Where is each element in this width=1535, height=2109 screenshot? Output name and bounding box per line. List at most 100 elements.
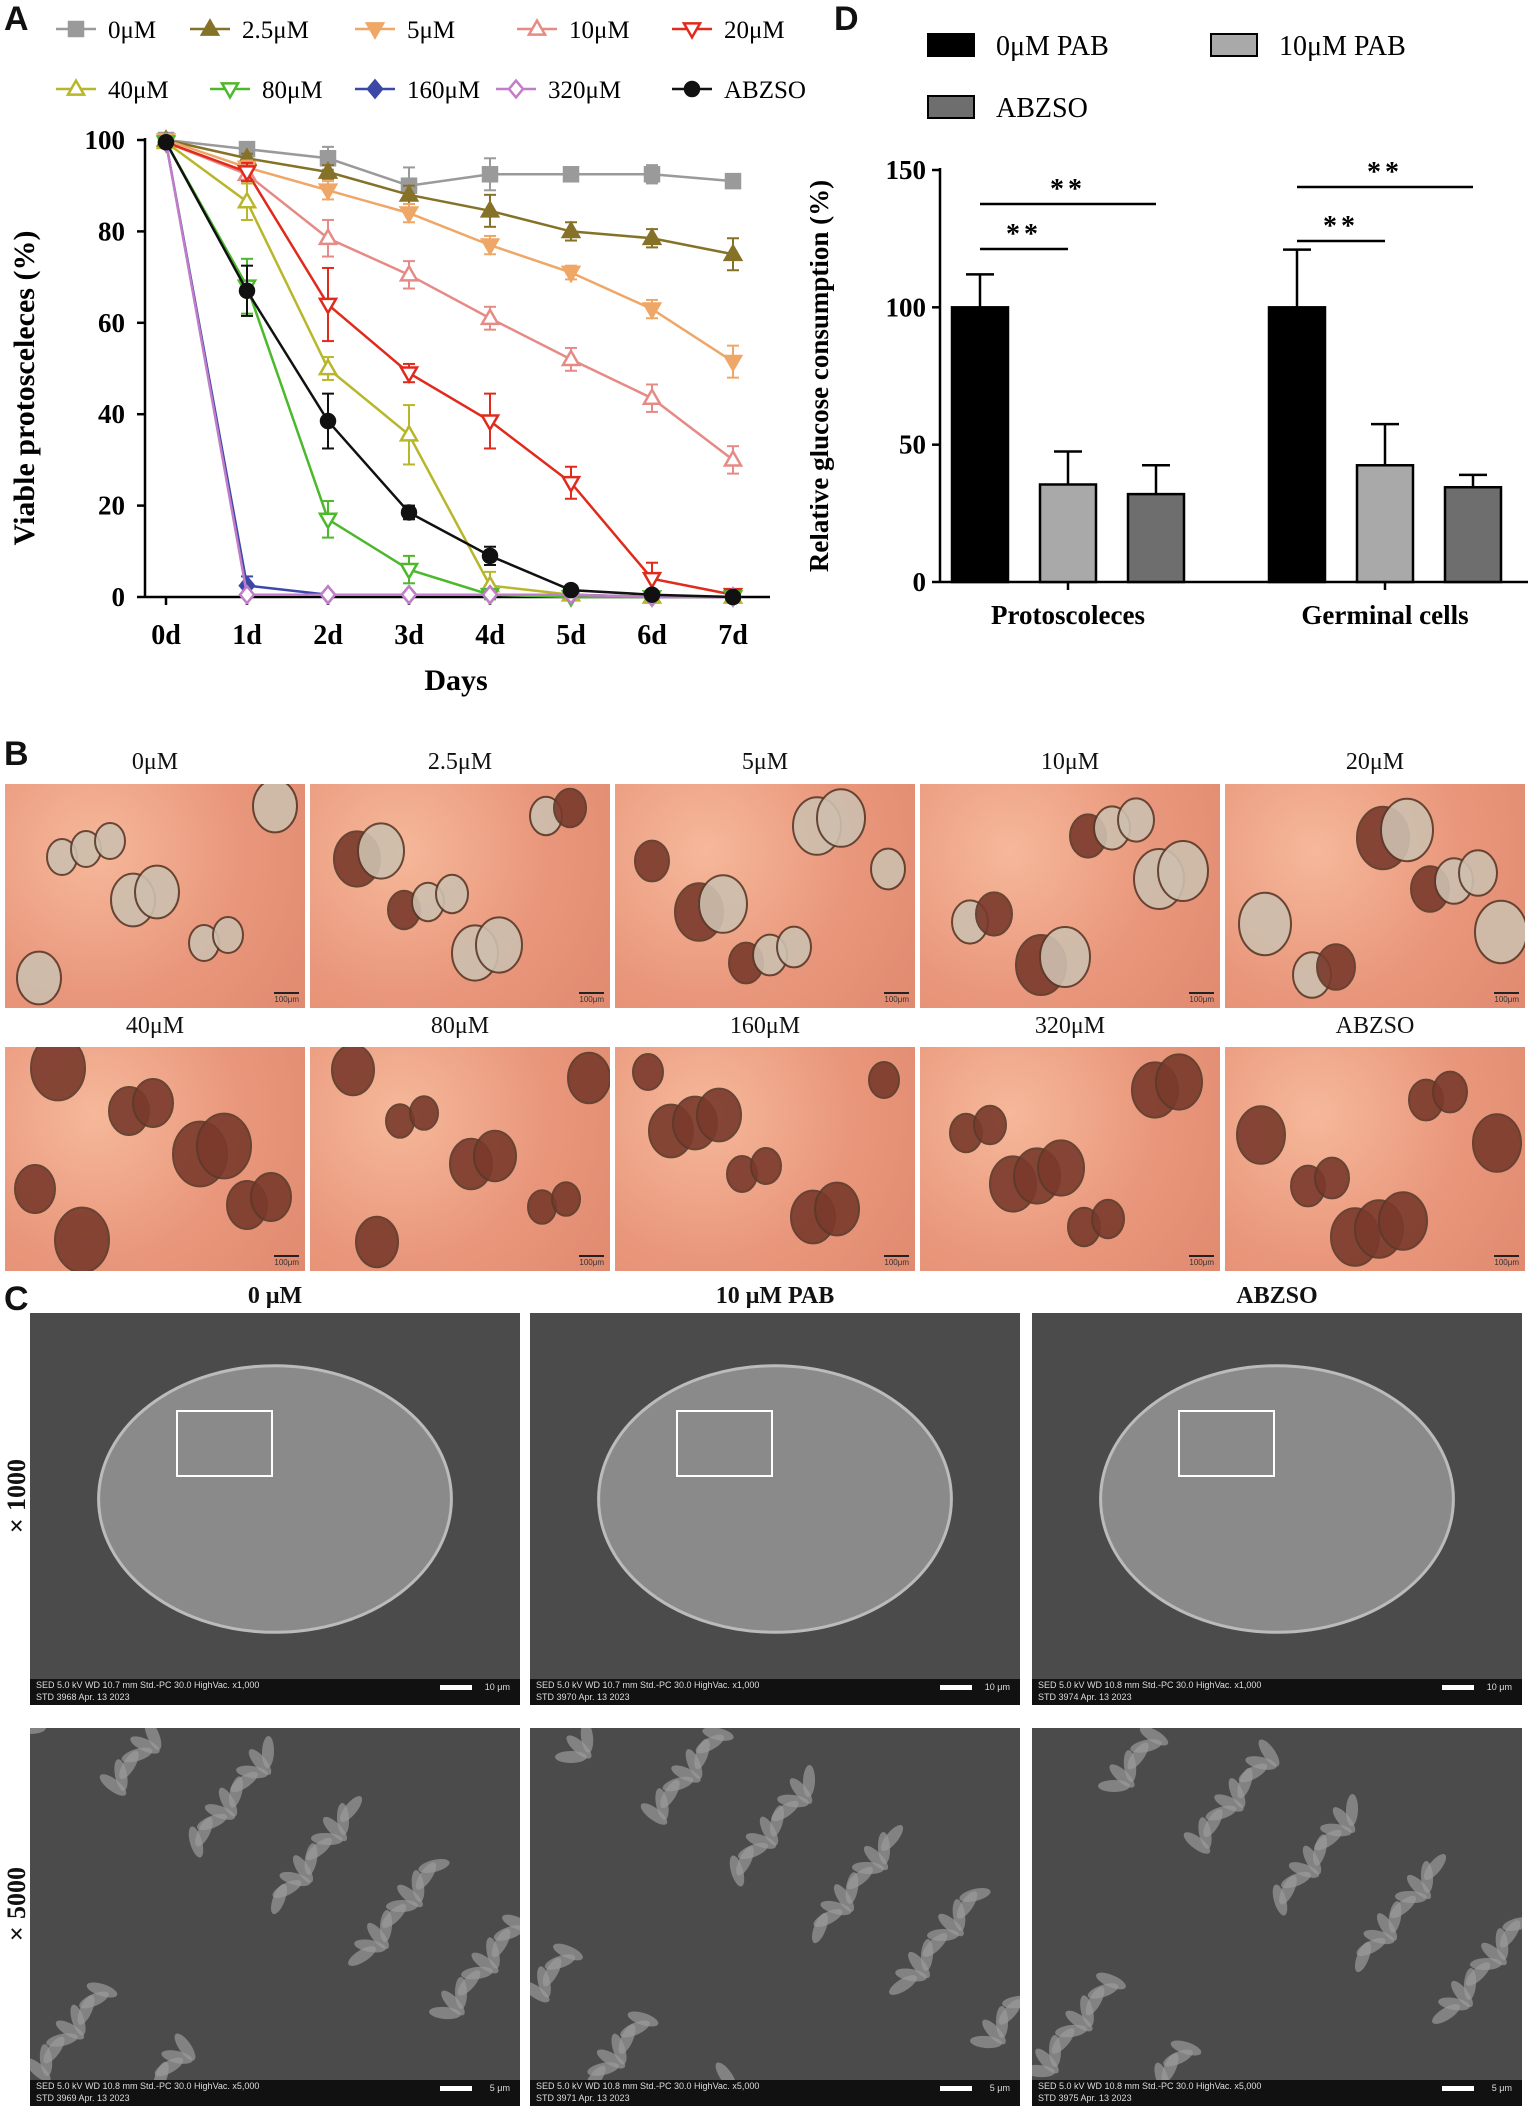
data-point — [641, 302, 663, 320]
legend-label: 160μM — [407, 77, 480, 104]
data-point — [317, 227, 339, 246]
sem-column-label: ABZSO — [1236, 1283, 1318, 1309]
sem-info-line: STD 3975 Apr. 13 2023 — [1038, 2093, 1132, 2103]
scale-bar-label: 100μm — [1494, 992, 1519, 1004]
legend-marker — [65, 78, 87, 96]
x-tick-label: 2d — [313, 620, 343, 651]
data-point — [641, 571, 663, 590]
scale-bar — [940, 1685, 972, 1690]
scale-bar-label: 100μm — [579, 992, 604, 1004]
scale-bar — [1442, 2086, 1474, 2091]
data-point — [641, 227, 663, 246]
legend-marker — [364, 22, 386, 40]
series-5 — [155, 131, 744, 604]
data-point — [562, 166, 580, 183]
data-point — [236, 165, 258, 183]
data-point — [481, 584, 499, 606]
micrograph-label: 40μM — [125, 1013, 185, 1039]
sem-image: SED 5.0 kV WD 10.7 mm Std.-PC 30.0 HighV… — [530, 1313, 1020, 1705]
panel-letter-b: B — [4, 735, 29, 773]
y-axis-label: Viable protosceleces (%) — [8, 231, 41, 546]
micrograph-image: 100μm — [920, 1047, 1220, 1271]
data-point — [643, 166, 661, 183]
significance-label: ** — [1323, 211, 1359, 242]
legend-label: 20μM — [724, 17, 785, 44]
micrograph-label: 10μM — [1040, 749, 1100, 775]
series-line — [165, 138, 734, 363]
data-point — [400, 584, 418, 606]
data-point — [398, 206, 420, 225]
legend-swatch — [927, 95, 975, 119]
scale-bar-label: 100μm — [274, 1255, 299, 1267]
scale-bar-label: 100μm — [579, 1255, 604, 1267]
data-point — [560, 348, 582, 367]
sem-info-line: STD 3970 Apr. 13 2023 — [536, 1692, 630, 1702]
sem-image: SED 5.0 kV WD 10.8 mm Std.-PC 30.0 HighV… — [530, 1728, 1020, 2106]
bar — [1443, 485, 1503, 584]
sem-info-line: STD 3969 Apr. 13 2023 — [36, 2093, 130, 2103]
data-point — [398, 562, 420, 581]
data-point — [722, 354, 744, 373]
sem-info-bar: SED 5.0 kV WD 10.7 mm Std.-PC 30.0 HighV… — [530, 1679, 1020, 1705]
sem-row-label: ×5000 — [2, 1867, 31, 1948]
bar — [1355, 464, 1415, 584]
legend-label: 0μM PAB — [996, 31, 1109, 62]
legend-item: 0μM — [56, 17, 156, 44]
x-tick-label: 4d — [475, 620, 505, 651]
series-line — [165, 141, 734, 596]
data-point — [479, 199, 501, 218]
x-tick-label: 1d — [232, 620, 262, 651]
significance-label: ** — [1050, 174, 1086, 205]
panel-letter-c: C — [4, 1280, 29, 1318]
legend-label: 10μM PAB — [1279, 31, 1406, 62]
legend-item: 80μM — [210, 77, 323, 104]
scale-bar — [940, 2086, 972, 2091]
sem-column-label: 0 μM — [247, 1283, 303, 1309]
legend-item: 320μM — [496, 77, 621, 104]
micrograph-label: 80μM — [430, 1013, 490, 1039]
data-point — [236, 190, 258, 209]
legend-marker — [199, 18, 221, 36]
y-tick-label: 100 — [886, 292, 927, 322]
sem-row-label: ×1000 — [2, 1459, 31, 1540]
scale-bar — [440, 2086, 472, 2091]
y-axis-label: Relative glucose consumption (%) — [810, 180, 834, 572]
legend-label: 10μM — [569, 17, 630, 44]
scale-bar-label: 100μm — [884, 1255, 909, 1267]
sem-info-bar: SED 5.0 kV WD 10.8 mm Std.-PC 30.0 HighV… — [1032, 2080, 1522, 2106]
y-tick-label: 60 — [98, 308, 125, 338]
series-line — [164, 142, 733, 599]
bar — [950, 306, 1010, 584]
micrograph-label: 160μM — [729, 1013, 801, 1039]
legend-label: ABZSO — [996, 93, 1088, 124]
legend-item: 20μM — [672, 17, 785, 44]
data-point — [238, 584, 256, 606]
data-point — [722, 448, 744, 467]
sem-info-bar: SED 5.0 kV WD 10.8 mm Std.-PC 30.0 HighV… — [530, 2080, 1020, 2106]
y-tick-label: 0 — [913, 567, 927, 597]
data-point — [317, 297, 339, 316]
legend-marker — [67, 20, 85, 38]
legend-label: 2.5μM — [242, 17, 309, 44]
scale-bar-label: 10 μm — [1486, 1682, 1512, 1692]
x-tick-label: 5d — [556, 620, 586, 651]
scale-bar-label: 100μm — [1189, 1255, 1214, 1267]
data-point — [481, 166, 499, 183]
legend-item: 40μM — [56, 77, 169, 104]
scale-bar-label: 10 μm — [984, 1682, 1010, 1692]
data-point — [400, 504, 418, 521]
sem-image: SED 5.0 kV WD 10.8 mm Std.-PC 30.0 HighV… — [1032, 1728, 1522, 2106]
scale-bar-label: 100μm — [884, 992, 909, 1004]
series-line — [165, 141, 733, 599]
series-1 — [155, 129, 744, 272]
legend-marker — [366, 78, 384, 100]
micrograph-label: 0μM — [131, 749, 179, 775]
legend-label: 0μM — [108, 17, 156, 44]
scale-bar-label: 10 μm — [484, 1682, 510, 1692]
legend-label: 320μM — [548, 77, 621, 104]
data-point — [317, 161, 339, 179]
sem-info-line: STD 3974 Apr. 13 2023 — [1038, 1692, 1132, 1702]
micrograph-image: 100μm — [615, 784, 915, 1008]
legend-marker — [219, 82, 241, 100]
x-tick-label: Protoscoleces — [991, 600, 1145, 630]
